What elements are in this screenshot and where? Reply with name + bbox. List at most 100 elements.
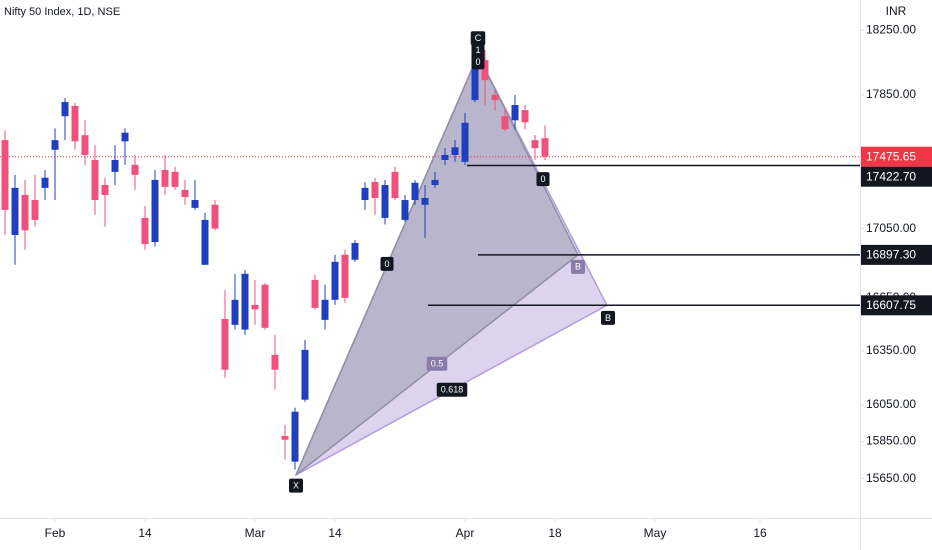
candle-body	[481, 60, 489, 81]
candle-body	[351, 243, 359, 260]
candle-body	[31, 200, 39, 220]
candle-body	[201, 219, 209, 265]
price-label-text: 17475.65	[866, 149, 916, 163]
candle-body	[341, 254, 349, 298]
candle-body	[461, 122, 469, 162]
pattern-label-text: 0.618	[441, 385, 464, 395]
price-label-text: 16607.75	[866, 298, 916, 312]
pattern-label-text: 0.5	[431, 359, 444, 369]
pattern-label-box	[288, 478, 304, 493]
candle-body	[101, 184, 109, 195]
y-tick-label: 18250.00	[866, 22, 916, 36]
pattern-label: B	[570, 259, 586, 274]
plot-area: X 0 C 1 0 0 B B 0.5 0.618	[0, 31, 860, 493]
axes: 18250.0017850.0017050.0016650.0016350.00…	[45, 22, 932, 540]
pattern-label: 0	[536, 172, 550, 187]
pattern-label-text: B	[605, 313, 611, 323]
price-label-box	[861, 166, 932, 187]
candle-body	[501, 116, 509, 130]
pattern-label-box	[471, 43, 485, 58]
pattern-label: 1	[471, 43, 485, 58]
y-tick-label: 16050.00	[866, 397, 916, 411]
candle-body	[491, 94, 499, 101]
candle-body	[441, 154, 449, 160]
price-label: 17475.65	[861, 146, 932, 167]
chart-title: Nifty 50 Index, 1D, NSE	[4, 6, 120, 18]
candle-body	[321, 299, 329, 320]
pattern-label-text: 0	[540, 174, 545, 184]
candle-body	[161, 170, 169, 187]
x-tick-label: 18	[548, 526, 562, 540]
candle-body	[221, 318, 229, 370]
pattern-label: B	[600, 310, 616, 325]
candle-body	[431, 179, 439, 185]
x-tick-label: Mar	[245, 526, 266, 540]
candle-body	[261, 284, 269, 328]
candle-body	[291, 411, 299, 462]
candle-body	[391, 171, 399, 198]
candle-body	[251, 304, 259, 310]
candle-body	[131, 164, 139, 175]
price-label: 16607.75	[861, 295, 932, 316]
x-tick-label: May	[644, 526, 667, 540]
y-tick-label: 17850.00	[866, 87, 916, 101]
candle-body	[91, 159, 99, 201]
pattern-label-box	[600, 310, 616, 325]
candle-body	[521, 110, 529, 123]
x-tick-label: Feb	[45, 526, 66, 540]
candle-body	[361, 187, 369, 201]
pattern-label-text: B	[575, 262, 581, 272]
candle-body	[401, 200, 409, 220]
candle-body	[151, 179, 159, 243]
candle-body	[451, 147, 459, 155]
pattern-label-box	[570, 259, 586, 274]
price-label-box	[861, 146, 932, 167]
pattern-label-box	[536, 172, 550, 187]
pattern-label: X	[288, 478, 304, 493]
candle-body	[1, 140, 9, 210]
candle-body	[471, 60, 479, 101]
pattern-label-box	[436, 382, 468, 397]
x-tick-label: 14	[328, 526, 342, 540]
candle-body	[71, 106, 79, 142]
pattern-label: 0.618	[436, 382, 468, 397]
candle-body	[411, 182, 419, 201]
price-label-text: 17422.70	[866, 169, 916, 183]
candle-body	[541, 138, 549, 157]
pattern-label: 0.5	[426, 356, 448, 371]
pattern-label-text: 0	[475, 57, 480, 67]
pattern-label-box	[471, 55, 485, 70]
x-tick-label: 16	[753, 526, 767, 540]
x-tick-label: Apr	[456, 526, 475, 540]
pattern-label: 0	[380, 256, 394, 271]
price-label-text: 16897.30	[866, 248, 916, 262]
y-tick-label: 17050.00	[866, 221, 916, 235]
pattern-label-text: 1	[475, 45, 480, 55]
pattern-label-text: X	[293, 481, 299, 491]
price-label-box	[861, 295, 932, 316]
y-tick-label: 15850.00	[866, 434, 916, 448]
pattern-label: 0	[471, 55, 485, 70]
pattern-label-box	[426, 356, 448, 371]
candle-body	[241, 273, 249, 330]
candle-body	[231, 299, 239, 325]
y-tick-label: 15650.00	[866, 471, 916, 485]
candle-body	[41, 177, 49, 188]
candle-body	[271, 354, 279, 370]
candle-body	[191, 200, 199, 208]
candle-body	[81, 135, 89, 155]
candle-body	[121, 132, 129, 142]
price-label-box	[861, 244, 932, 265]
candle-body	[531, 140, 539, 149]
candle-body	[211, 204, 219, 229]
price-label: 17422.70	[861, 166, 932, 187]
candle-body	[311, 279, 319, 308]
candle-body	[111, 159, 119, 172]
candle-body	[281, 436, 289, 440]
candle-body	[141, 217, 149, 245]
candle-body	[171, 171, 179, 187]
y-tick-label: 16350.00	[866, 343, 916, 357]
